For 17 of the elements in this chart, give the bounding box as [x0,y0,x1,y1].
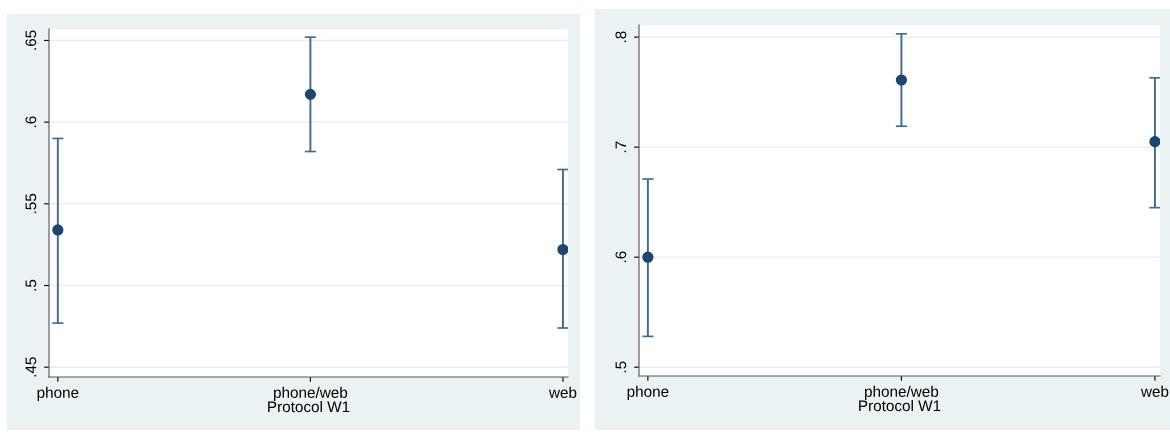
x-tick-label: web [1140,385,1169,397]
y-tick-label: .55 [25,193,37,214]
x-axis-title: Protocol W1 [859,399,941,412]
y-tick-label: .8 [615,31,627,43]
x-tick-label: phone [37,386,79,401]
y-tick-label: .6 [615,251,627,263]
x-tick-label: phone/web [865,385,939,400]
x-tick-label: web [548,386,577,398]
y-tick-label: .7 [615,141,627,153]
x-tick-label: phone/web [274,386,348,401]
y-tick-label: .45 [25,357,37,377]
y-tick-label: .6 [25,116,37,128]
x-axis-title: Protocol W1 [268,400,350,413]
y-tick-label: .5 [25,279,37,291]
y-tick-label: .5 [615,361,627,373]
x-tick-label: phone [627,385,669,400]
y-tick-label: .65 [25,30,37,50]
